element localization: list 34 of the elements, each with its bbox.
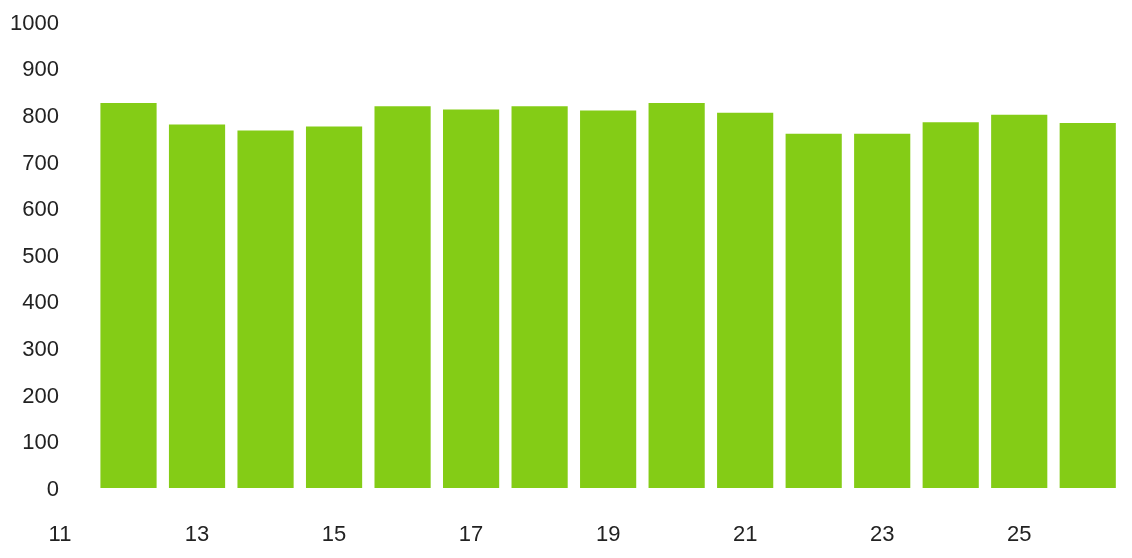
y-tick-label: 900 bbox=[22, 56, 59, 82]
bar bbox=[374, 106, 431, 488]
y-tick-label: 200 bbox=[22, 382, 59, 408]
bar bbox=[922, 122, 979, 488]
y-tick-label: 400 bbox=[22, 289, 59, 315]
y-tick-label: 1000 bbox=[10, 9, 59, 35]
x-tick-label: 17 bbox=[458, 521, 484, 546]
y-tick-label: 600 bbox=[22, 196, 59, 222]
x-tick-label: 19 bbox=[595, 521, 621, 546]
bar bbox=[991, 114, 1048, 488]
bar bbox=[237, 130, 294, 488]
y-tick-label: 500 bbox=[22, 242, 59, 268]
bar bbox=[785, 133, 842, 488]
x-tick-label: 15 bbox=[321, 521, 347, 546]
y-tick-label: 800 bbox=[22, 102, 59, 128]
x-tick-label: 25 bbox=[1006, 521, 1032, 546]
bar bbox=[1059, 123, 1116, 488]
bar bbox=[100, 103, 157, 488]
y-tick-label: 300 bbox=[22, 335, 59, 361]
bar bbox=[511, 106, 568, 488]
x-tick-label: 23 bbox=[869, 521, 895, 546]
bar bbox=[717, 112, 774, 488]
bar bbox=[648, 103, 705, 488]
bar bbox=[305, 126, 363, 488]
bar bbox=[580, 110, 637, 488]
x-tick-label: 11 bbox=[48, 521, 72, 546]
x-tick-label: 21 bbox=[732, 521, 758, 546]
y-tick-label: 100 bbox=[22, 429, 59, 455]
x-tick-label: 13 bbox=[184, 521, 210, 546]
y-tick-label: 0 bbox=[46, 475, 59, 501]
bar bbox=[168, 124, 226, 488]
bar bbox=[854, 133, 911, 488]
bar bbox=[443, 109, 500, 488]
y-tick-label: 700 bbox=[22, 149, 59, 175]
